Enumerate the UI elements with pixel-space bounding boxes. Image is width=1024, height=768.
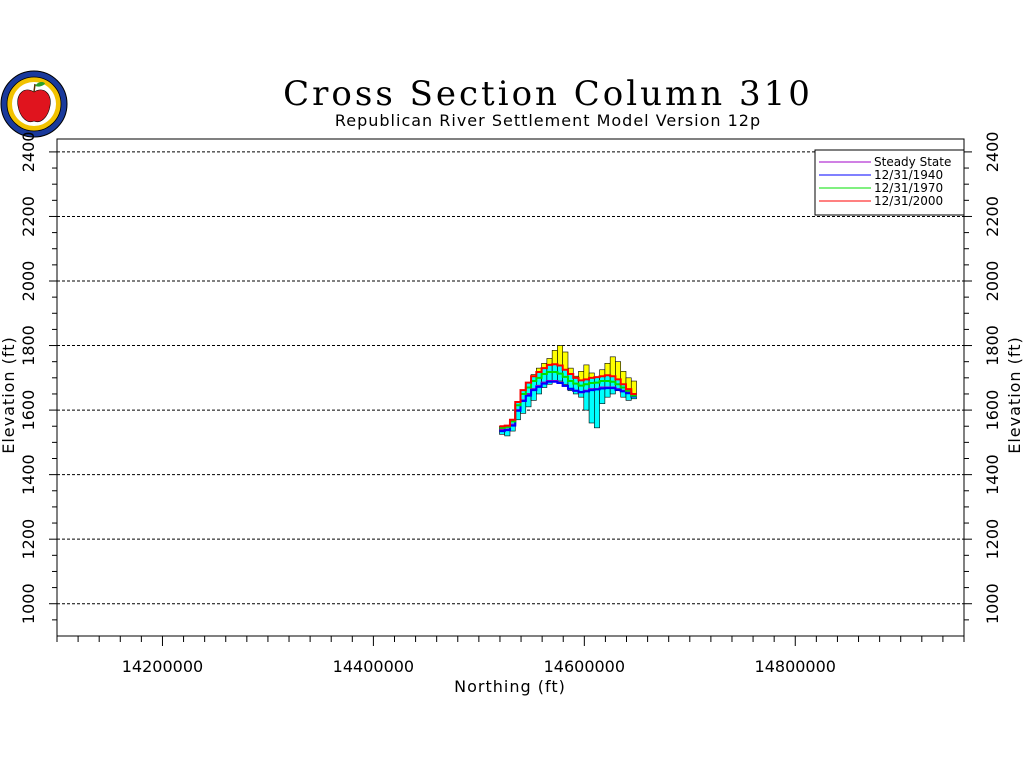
y-tick-label-right-2200: 2200 — [983, 196, 1002, 237]
x-tick-label-14800000: 14800000 — [755, 657, 836, 676]
legend-label-1940: 12/31/1940 — [874, 168, 943, 182]
y-tick-label-left-1000: 1000 — [19, 583, 38, 624]
cell-lower-20 — [604, 374, 611, 398]
agency-seal-logo — [0, 70, 68, 138]
cell-upper-21 — [609, 356, 616, 377]
apple-icon — [17, 89, 51, 123]
y-tick-label-right-1800: 1800 — [983, 325, 1002, 366]
legend-label-1970: 12/31/1970 — [874, 181, 943, 195]
y-tick-label-right-1000: 1000 — [983, 583, 1002, 624]
chart-title: Cross Section Column 310 — [283, 74, 813, 114]
y-axis-label-right: Elevation (ft) — [1005, 336, 1024, 454]
y-tick-label-right-1200: 1200 — [983, 519, 1002, 560]
legend: Steady State 12/31/1940 12/31/1970 12/31… — [814, 149, 965, 216]
cell-upper-11 — [557, 345, 564, 366]
y-tick-label-left-2200: 2200 — [19, 196, 38, 237]
y-tick-label-left-2400: 2400 — [19, 132, 38, 173]
y-tick-label-left-2000: 2000 — [19, 261, 38, 302]
y-tick-label-right-2400: 2400 — [983, 132, 1002, 173]
y-tick-label-left-1800: 1800 — [19, 325, 38, 366]
y-tick-label-right-1600: 1600 — [983, 390, 1002, 431]
cell-lower-18 — [594, 376, 600, 429]
series-line-y2000 — [499, 363, 637, 428]
y-tick-label-left-1400: 1400 — [19, 454, 38, 495]
x-axis-label: Northing (ft) — [454, 677, 566, 696]
legend-box — [814, 149, 965, 216]
y-tick-label-left-1600: 1600 — [19, 390, 38, 431]
gridlines — [57, 151, 964, 605]
plot-area — [499, 345, 637, 437]
cell-upper-10 — [551, 350, 558, 365]
x-tick-label-14400000: 14400000 — [333, 657, 414, 676]
x-tick-label-14600000: 14600000 — [544, 657, 625, 676]
y-tick-label-right-2000: 2000 — [983, 261, 1002, 302]
y-axis-label-left: Elevation (ft) — [0, 336, 18, 454]
axis-ticks: 1000 1000 1200 1200 1400 1400 1600 1600 1800 1800… — [19, 132, 1002, 676]
plot-frame — [56, 138, 965, 637]
cell-upper-20 — [604, 362, 611, 376]
chart-subtitle: Republican River Settlement Model Versio… — [335, 111, 761, 130]
y-tick-label-right-1400: 1400 — [983, 454, 1002, 495]
legend-label-steady-state: Steady State — [874, 155, 951, 169]
x-tick-label-14200000: 14200000 — [122, 657, 203, 676]
y-tick-label-left-1200: 1200 — [19, 519, 38, 560]
legend-label-2000: 12/31/2000 — [874, 194, 943, 208]
